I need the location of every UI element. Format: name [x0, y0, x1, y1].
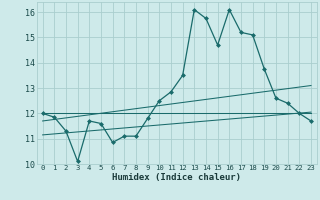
X-axis label: Humidex (Indice chaleur): Humidex (Indice chaleur) [112, 173, 241, 182]
